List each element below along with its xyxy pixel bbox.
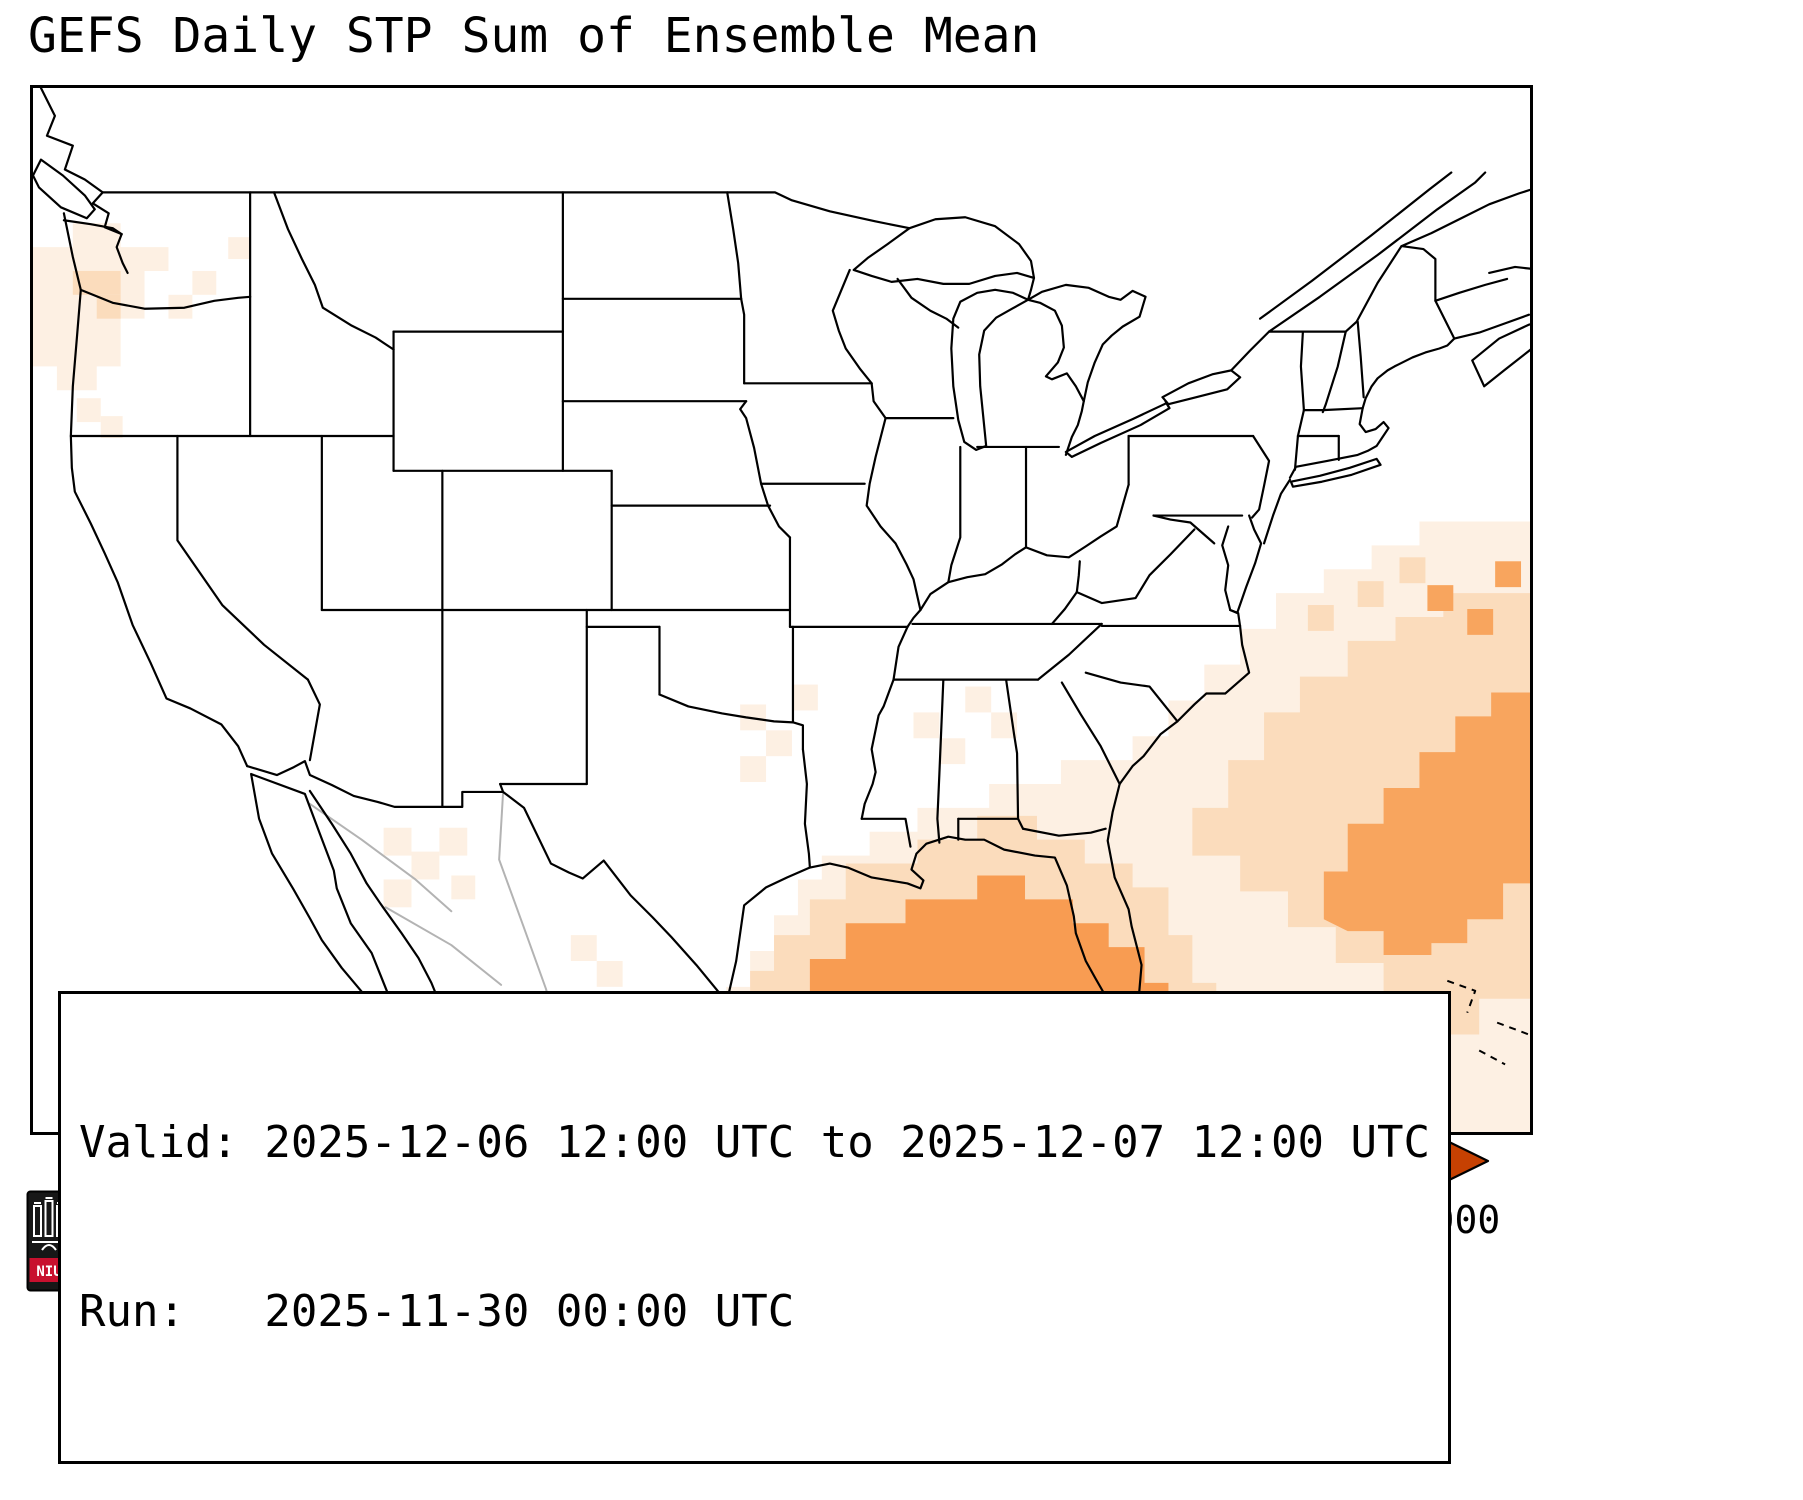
map-frame <box>30 85 1533 1135</box>
stp-shading-atlantic-core <box>1323 561 1530 956</box>
lake-ontario <box>1161 369 1242 406</box>
colorbar-over-arrow <box>1443 1139 1488 1183</box>
valid-run-box: Valid: 2025-12-06 12:00 UTC to 2025-12-0… <box>58 991 1452 1464</box>
page-title: GEFS Daily STP Sum of Ensemble Mean <box>28 8 1040 64</box>
valid-line: Valid: 2025-12-06 12:00 UTC to 2025-12-0… <box>79 1116 1431 1168</box>
vancouver-island <box>33 158 96 220</box>
nova-scotia <box>1471 323 1530 388</box>
lake-huron <box>1026 283 1147 403</box>
state-borders <box>33 88 1530 1132</box>
conus-map <box>33 88 1530 1132</box>
great-lakes <box>852 216 1242 458</box>
long-island <box>1289 457 1382 488</box>
run-line: Run: 2025-11-30 00:00 UTC <box>79 1285 795 1337</box>
lake-superior <box>852 216 1036 285</box>
niu-text: NIU <box>36 1264 61 1280</box>
lake-michigan <box>950 288 1030 452</box>
